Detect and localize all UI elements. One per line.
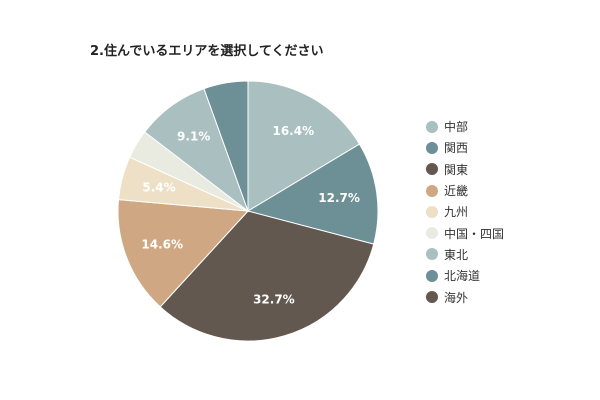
chart-legend: 中部関西関東近畿九州中国・四国東北北海道海外 [426,116,504,308]
legend-item: 東北 [426,244,504,265]
chart-title: 2.住んでいるエリアを選択してください [90,44,324,59]
slice-value-label: 12.7% [318,191,360,205]
legend-label: 中国・四国 [444,226,505,241]
slice-value-label: 16.4% [272,124,314,138]
legend-item: 中部 [426,116,504,137]
legend-item: 関西 [426,137,504,158]
legend-item: 九州 [426,201,504,222]
pie-slice-1 [247,80,361,212]
legend-swatch [426,205,438,218]
pie-slice-3 [159,210,375,342]
legend-label: 関東 [444,162,469,177]
slice-value-label: 32.7% [253,292,295,306]
slice-value-label: 9.1% [177,130,210,144]
legend-item: 中国・四国 [426,222,504,243]
legend-label: 関西 [444,141,469,156]
legend-item: 海外 [426,286,504,307]
legend-swatch [426,184,438,197]
legend-item: 北海道 [426,265,504,286]
legend-label: 海外 [444,290,469,305]
slice-value-label: 14.6% [141,237,183,251]
legend-label: 北海道 [444,269,481,284]
pie-slice-4 [117,199,250,308]
legend-swatch [426,141,438,154]
slice-value-label: 5.4% [142,181,175,195]
pie-slices [117,80,379,342]
legend-label: 近畿 [444,184,469,199]
legend-swatch [426,227,438,240]
pie-slice-labels: 16.4% 12.7% 32.7% 14.6% 5.4% 9.1% [141,124,360,306]
legend-label: 東北 [444,247,469,262]
legend-label: 中部 [444,120,469,135]
legend-swatch [426,291,438,304]
legend-item: 関東 [426,159,504,180]
pie-slice-8 [203,80,249,212]
legend-swatch [426,120,438,133]
legend-label: 九州 [444,205,469,220]
legend-swatch [426,163,438,176]
legend-swatch [426,269,438,282]
legend-item: 近畿 [426,180,504,201]
legend-swatch [426,248,438,261]
